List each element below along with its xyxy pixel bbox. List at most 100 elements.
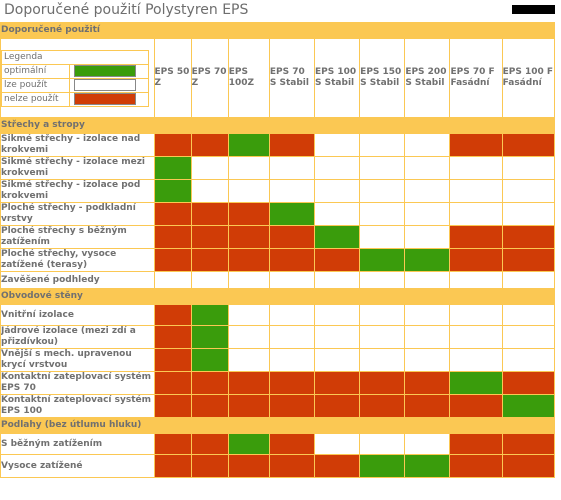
cell-usable (228, 326, 269, 348)
cell-optimal (502, 395, 554, 417)
cell-unusable (269, 249, 315, 271)
cell-unusable (502, 134, 554, 156)
banner-row: Doporučené použití (1, 23, 554, 38)
cell-usable (502, 349, 554, 371)
row-label: Ploché střechy s běžným zatížením (1, 226, 154, 248)
cell-usable (405, 134, 450, 156)
cell-unusable (502, 249, 554, 271)
column-header: EPS 100 F Fasádní (502, 39, 554, 117)
row-label: Jádrové izolace (mezi zdí a přizdívkou) (1, 326, 154, 348)
section-row: Podlahy (bez útlumu hluku) (1, 418, 554, 433)
table-row: Vnější s mech. upravenou krycí vrstvou (1, 349, 554, 371)
row-label: Ploché střechy - podkladní vrstvy (1, 203, 154, 225)
cell-unusable (228, 226, 269, 248)
cell-unusable (269, 434, 315, 454)
usage-table: Doporučené použití Legenda optimální lze… (0, 22, 555, 478)
cell-unusable (450, 395, 502, 417)
cell-usable (228, 349, 269, 371)
row-label: Vnější s mech. upravenou krycí vrstvou (1, 349, 154, 371)
cell-unusable (228, 455, 269, 477)
cell-unusable (269, 134, 315, 156)
column-header: EPS 70 Z (191, 39, 228, 117)
cell-usable (269, 326, 315, 348)
cell-usable (450, 180, 502, 202)
row-label: Šikmé střechy - izolace pod krokvemi (1, 180, 154, 202)
cell-usable (405, 434, 450, 454)
cell-unusable (502, 372, 554, 394)
cell-optimal (154, 180, 191, 202)
table-row: Kontaktní zateplovací systém EPS 70 (1, 372, 554, 394)
cell-unusable (450, 249, 502, 271)
cell-unusable (154, 455, 191, 477)
cell-unusable (228, 395, 269, 417)
cell-unusable (191, 226, 228, 248)
cell-unusable (450, 134, 502, 156)
row-label: Kontaktní zateplovací systém EPS 100 (1, 395, 154, 417)
section-title: Střechy a stropy (1, 118, 554, 133)
cell-usable (502, 180, 554, 202)
cell-optimal (360, 249, 405, 271)
cell-usable (315, 326, 360, 348)
cell-usable (405, 203, 450, 225)
legend: Legenda optimální lze použít nelze použí… (1, 39, 154, 117)
cell-usable (405, 326, 450, 348)
cell-usable (405, 272, 450, 288)
cell-usable (360, 226, 405, 248)
cell-usable (191, 272, 228, 288)
row-label: Vnitřní izolace (1, 305, 154, 325)
column-header: EPS 200 S Stabil (405, 39, 450, 117)
cell-unusable (502, 434, 554, 454)
cell-unusable (191, 434, 228, 454)
cell-optimal (154, 157, 191, 179)
cell-unusable (154, 226, 191, 248)
row-label: Vysoce zatížené (1, 455, 154, 477)
table-row: Zavěšené podhledy (1, 272, 554, 288)
cell-usable (502, 305, 554, 325)
cell-usable (450, 272, 502, 288)
cell-optimal (228, 134, 269, 156)
cell-unusable (315, 249, 360, 271)
cell-usable (191, 180, 228, 202)
row-label: Ploché střechy, vysoce zatížené (terasy) (1, 249, 154, 271)
cell-usable (450, 203, 502, 225)
column-header: EPS 70 F Fasádní (450, 39, 502, 117)
table-row: Ploché střechy, vysoce zatížené (terasy) (1, 249, 554, 271)
cell-usable (360, 272, 405, 288)
cell-usable (360, 203, 405, 225)
column-header: EPS 70 S Stabil (269, 39, 315, 117)
cell-unusable (191, 134, 228, 156)
cell-usable (360, 326, 405, 348)
cell-usable (450, 157, 502, 179)
column-header: EPS 150 S Stabil (360, 39, 405, 117)
cell-usable (315, 180, 360, 202)
cell-usable (191, 157, 228, 179)
cell-usable (502, 326, 554, 348)
cell-unusable (191, 372, 228, 394)
cell-usable (405, 305, 450, 325)
cell-usable (450, 326, 502, 348)
section-row: Střechy a stropy (1, 118, 554, 133)
cell-unusable (154, 203, 191, 225)
cell-usable (360, 134, 405, 156)
table-banner: Doporučené použití (1, 23, 554, 38)
table-row: Vysoce zatížené (1, 455, 554, 477)
cell-unusable (502, 226, 554, 248)
cell-optimal (228, 434, 269, 454)
page-title: Doporučené použití Polystyren EPS (4, 2, 249, 18)
cell-optimal (405, 249, 450, 271)
cell-unusable (154, 395, 191, 417)
cell-usable (315, 157, 360, 179)
cell-unusable (360, 372, 405, 394)
table-row: Ploché střechy s běžným zatížením (1, 226, 554, 248)
table-row: S běžným zatížením (1, 434, 554, 454)
cell-unusable (450, 434, 502, 454)
cell-usable (269, 305, 315, 325)
cell-usable (315, 134, 360, 156)
cell-usable (450, 305, 502, 325)
cell-optimal (450, 372, 502, 394)
row-label: Zavěšené podhledy (1, 272, 154, 288)
cell-usable (315, 203, 360, 225)
legend-swatch-red (74, 93, 137, 105)
cell-unusable (191, 203, 228, 225)
cell-optimal (269, 203, 315, 225)
